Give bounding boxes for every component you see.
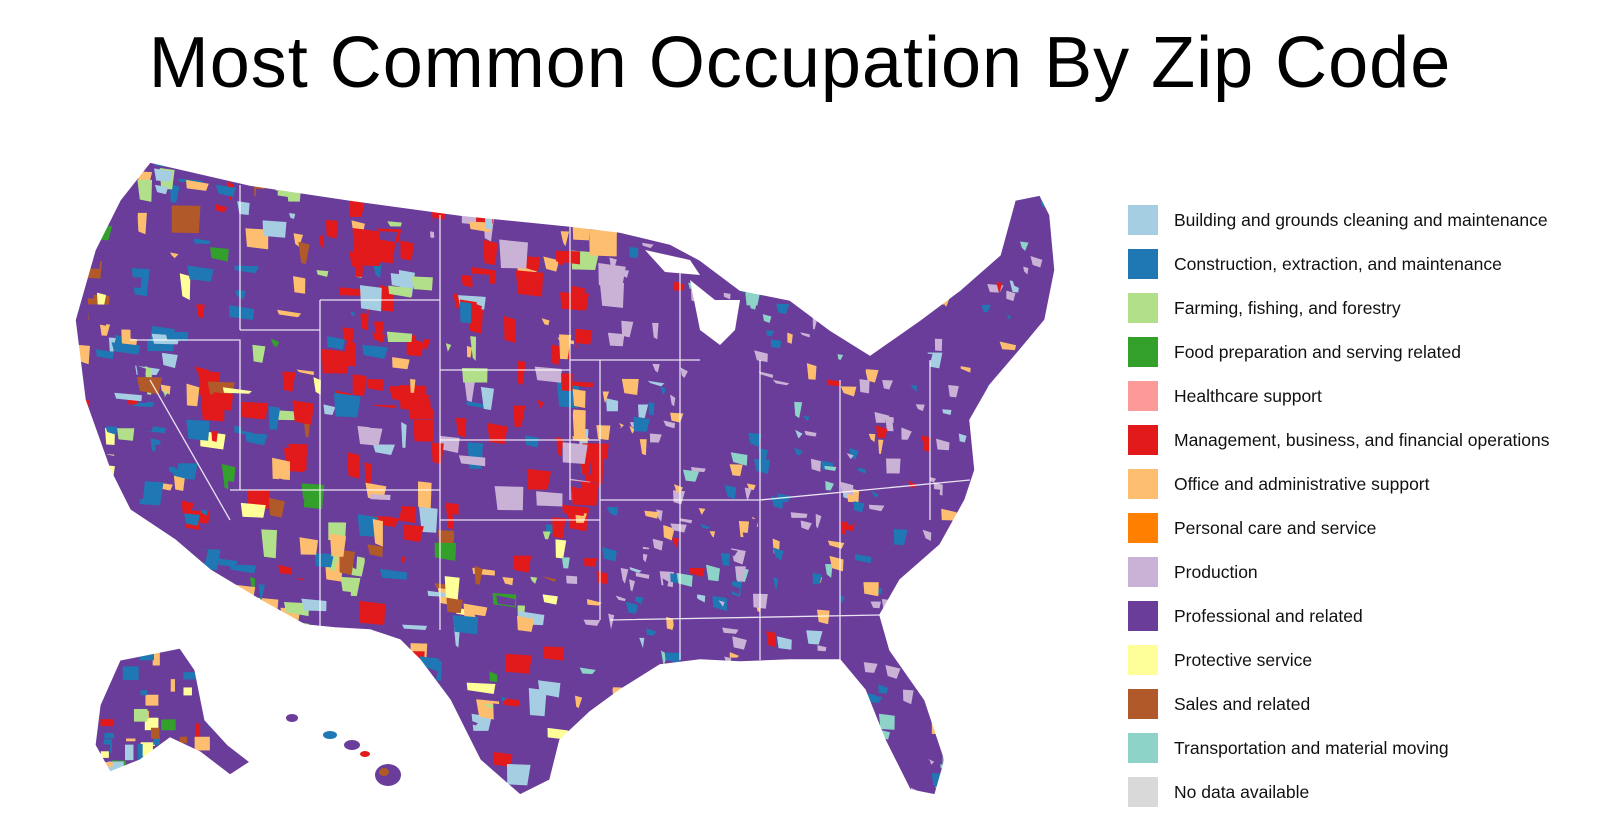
- legend-label: Office and administrative support: [1174, 474, 1430, 494]
- legend-swatch: [1128, 689, 1158, 719]
- legend-item: Sales and related: [1128, 689, 1598, 733]
- legend-item: Farming, fishing, and forestry: [1128, 293, 1598, 337]
- legend-swatch: [1128, 645, 1158, 675]
- lake-superior: [645, 250, 700, 275]
- legend-swatch: [1128, 513, 1158, 543]
- legend-item: Food preparation and serving related: [1128, 337, 1598, 381]
- map-title: Most Common Occupation By Zip Code: [148, 23, 1452, 103]
- legend-swatch: [1128, 425, 1158, 455]
- legend-label: No data available: [1174, 782, 1310, 802]
- legend-swatch: [1128, 469, 1158, 499]
- legend-label: Food preparation and serving related: [1174, 342, 1461, 362]
- legend-label: Personal care and service: [1174, 518, 1377, 538]
- legend-swatch: [1128, 777, 1158, 807]
- legend: Building and grounds cleaning and mainte…: [1128, 205, 1598, 821]
- legend-label: Building and grounds cleaning and mainte…: [1174, 210, 1548, 230]
- legend-item: Office and administrative support: [1128, 469, 1598, 513]
- legend-label: Sales and related: [1174, 694, 1311, 714]
- legend-item: Transportation and material moving: [1128, 733, 1598, 777]
- legend-label: Professional and related: [1174, 606, 1363, 626]
- map-alaska: [94, 647, 252, 776]
- legend-label: Transportation and material moving: [1174, 738, 1449, 758]
- legend-item: Protective service: [1128, 645, 1598, 689]
- legend-label: Management, business, and financial oper…: [1174, 430, 1550, 450]
- legend-swatch: [1128, 205, 1158, 235]
- legend-swatch: [1128, 601, 1158, 631]
- legend-item: Healthcare support: [1128, 381, 1598, 425]
- legend-item: Construction, extraction, and maintenanc…: [1128, 249, 1598, 293]
- legend-label: Construction, extraction, and maintenanc…: [1174, 254, 1502, 274]
- legend-swatch: [1128, 337, 1158, 367]
- map-lower-48: [74, 161, 1056, 796]
- legend-item: Personal care and service: [1128, 513, 1598, 557]
- legend-item: Management, business, and financial oper…: [1128, 425, 1598, 469]
- legend-swatch: [1128, 557, 1158, 587]
- legend-item: No data available: [1128, 777, 1598, 821]
- legend-swatch: [1128, 381, 1158, 411]
- legend-label: Farming, fishing, and forestry: [1174, 298, 1401, 318]
- legend-item: Production: [1128, 557, 1598, 601]
- map-hawaii: [286, 714, 401, 786]
- legend-label: Healthcare support: [1174, 386, 1322, 406]
- legend-item: Building and grounds cleaning and mainte…: [1128, 205, 1598, 249]
- legend-swatch: [1128, 733, 1158, 763]
- legend-item: Professional and related: [1128, 601, 1598, 645]
- lake-michigan: [690, 280, 740, 345]
- legend-label: Production: [1174, 562, 1258, 582]
- legend-swatch: [1128, 293, 1158, 323]
- legend-swatch: [1128, 249, 1158, 279]
- state-borders: [130, 185, 971, 660]
- legend-label: Protective service: [1174, 650, 1313, 670]
